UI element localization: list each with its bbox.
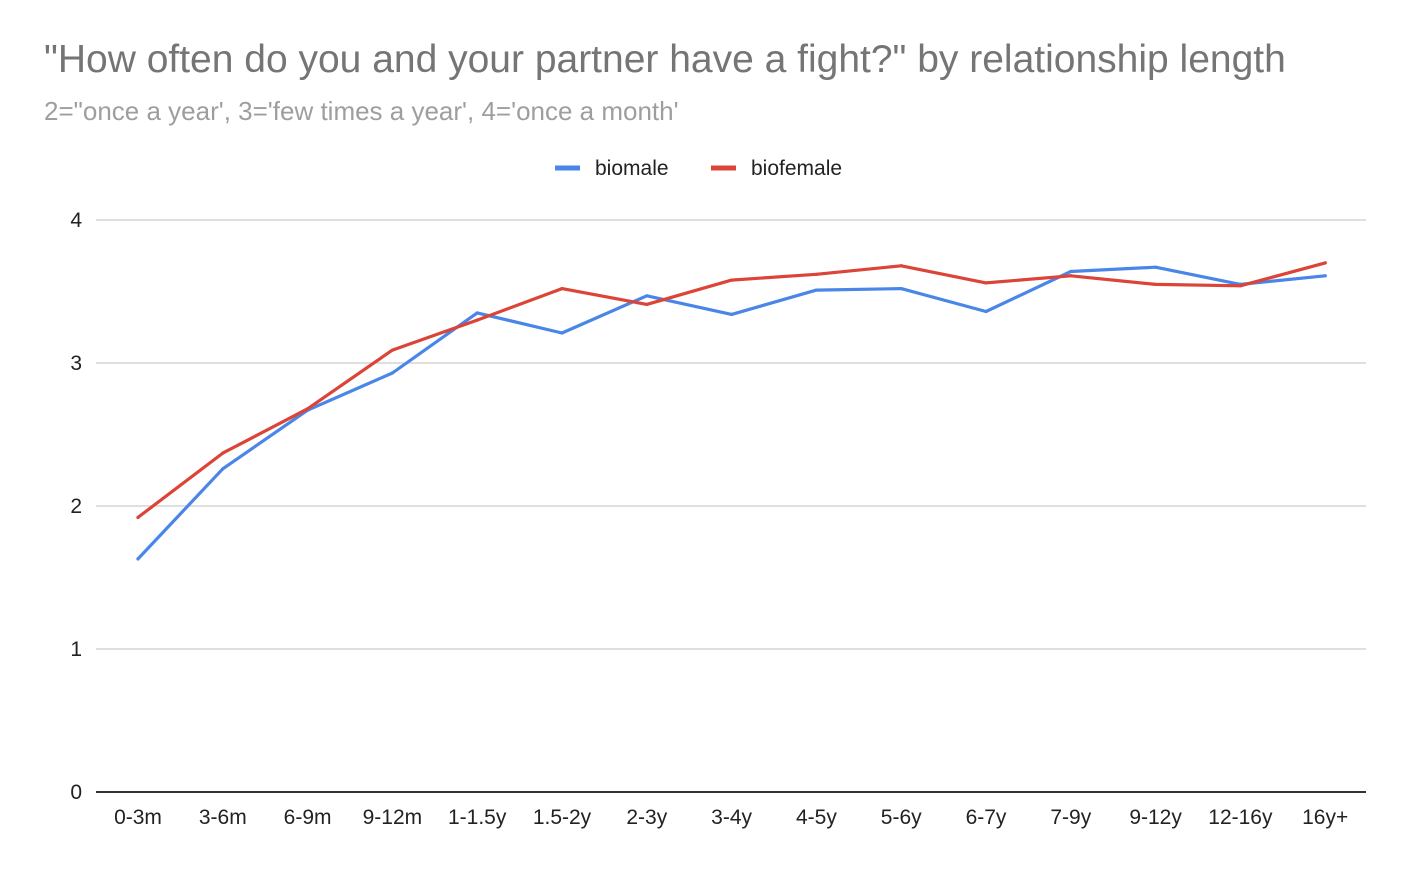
x-tick-label: 5-6y: [881, 806, 922, 829]
x-tick-label: 4-5y: [796, 806, 837, 829]
data-point-biomale: [1154, 265, 1158, 269]
x-tick-label: 0-3m: [114, 806, 162, 829]
series-line-biomale: [136, 265, 1327, 561]
x-tick-label: 6-7y: [966, 806, 1007, 829]
data-point-biomale: [560, 331, 564, 335]
series-lines: [136, 261, 1327, 561]
data-point-biomale: [645, 294, 649, 298]
x-tick-label: 3-6m: [199, 806, 247, 829]
chart-title: "How often do you and your partner have …: [44, 38, 1286, 81]
data-point-biofemale: [730, 278, 734, 282]
x-tick-label: 1.5-2y: [533, 806, 592, 829]
data-point-biomale: [390, 371, 394, 375]
data-point-biomale: [814, 288, 819, 292]
data-point-biofemale: [814, 272, 819, 276]
data-point-biofemale: [1069, 274, 1073, 278]
data-point-biofemale: [221, 451, 225, 455]
data-point-biofemale: [560, 287, 564, 291]
data-point-biofemale: [136, 515, 140, 520]
x-axis-ticks: 0-3m 3-6m 6-9m 9-12m 1-1.5y 1.5-2y 2-3y 3-4y 4-5…: [114, 806, 1348, 829]
data-point-biofemale: [645, 302, 649, 306]
gridlines: [96, 219, 1366, 793]
data-point-biofemale: [984, 281, 988, 285]
y-tick-label: 4: [70, 209, 82, 232]
x-tick-label: 12-16y: [1208, 806, 1273, 829]
data-point-biomale: [136, 557, 140, 561]
series-line-biofemale: [136, 261, 1327, 520]
data-point-biomale: [899, 287, 903, 291]
legend-label-biomale: biomale: [595, 157, 669, 180]
x-tick-label: 9-12y: [1129, 806, 1182, 829]
chart-subtitle: 2="once a year', 3='few times a year', 4…: [44, 96, 679, 126]
x-tick-label: 16y+: [1302, 806, 1348, 829]
y-axis-ticks: 0 1 2 3 4: [70, 209, 82, 804]
y-tick-label: 1: [70, 638, 82, 661]
data-point-biomale: [1323, 274, 1327, 278]
y-tick-label: 0: [70, 781, 82, 804]
data-point-biofemale: [475, 318, 479, 322]
x-tick-label: 7-9y: [1050, 806, 1091, 829]
data-point-biofemale: [1154, 282, 1158, 286]
data-point-biofemale: [1323, 261, 1327, 265]
data-point-biomale: [221, 467, 225, 471]
x-tick-label: 9-12m: [363, 806, 423, 829]
legend-label-biofemale: biofemale: [751, 157, 842, 180]
x-tick-label: 6-9m: [284, 806, 332, 829]
data-point-biofemale: [306, 407, 310, 411]
data-point-biomale: [475, 311, 479, 315]
data-point-biofemale: [390, 348, 394, 352]
data-point-biofemale: [899, 264, 903, 268]
y-tick-label: 2: [70, 495, 82, 518]
data-point-biofemale: [1238, 284, 1242, 288]
data-point-biomale: [730, 312, 734, 316]
x-tick-label: 2-3y: [626, 806, 667, 829]
x-tick-label: 3-4y: [711, 806, 752, 829]
y-tick-label: 3: [70, 352, 82, 375]
data-point-biomale: [984, 309, 988, 314]
legend: biomale biofemale: [555, 157, 842, 180]
data-point-biomale: [1069, 269, 1073, 274]
x-tick-label: 1-1.5y: [448, 806, 507, 829]
